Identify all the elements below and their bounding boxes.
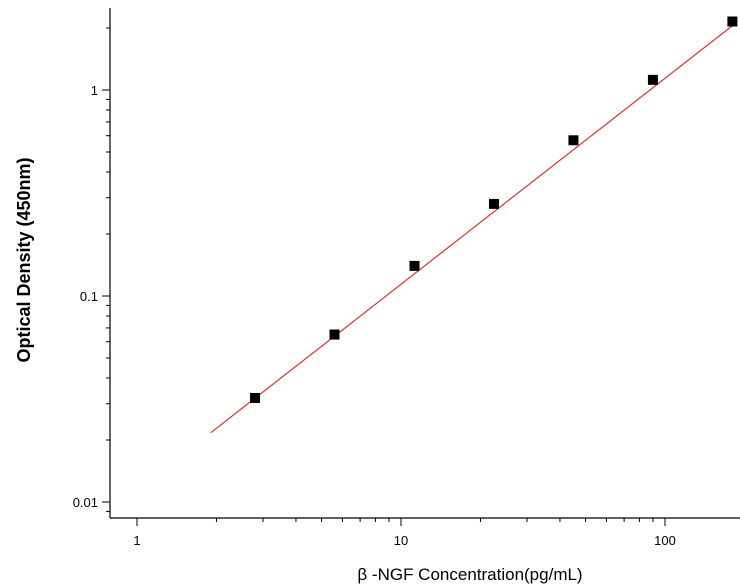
x-tick-label: 10	[394, 533, 408, 548]
x-ticks: 1 10 100	[133, 518, 676, 548]
data-point	[568, 135, 579, 146]
y-axis-title: Optical Density (450nm)	[14, 157, 34, 362]
data-point	[329, 329, 340, 340]
data-points	[250, 16, 738, 403]
data-point	[409, 260, 420, 271]
x-axis-title: β -NGF Concentration(pg/mL)	[357, 565, 582, 584]
y-tick-label: 1	[91, 83, 98, 98]
data-point	[647, 74, 658, 85]
x-tick-label: 1	[133, 533, 140, 548]
axes	[109, 8, 740, 519]
x-tick-label: 100	[654, 533, 676, 548]
data-point	[727, 16, 738, 27]
y-tick-label: 0.01	[73, 495, 98, 510]
data-point	[250, 392, 261, 403]
y-tick-label: 0.1	[80, 289, 98, 304]
y-ticks: 0.01 0.1 1	[73, 27, 110, 512]
data-point	[488, 198, 499, 209]
fit-line-group	[210, 22, 736, 434]
fit-line	[210, 22, 736, 434]
